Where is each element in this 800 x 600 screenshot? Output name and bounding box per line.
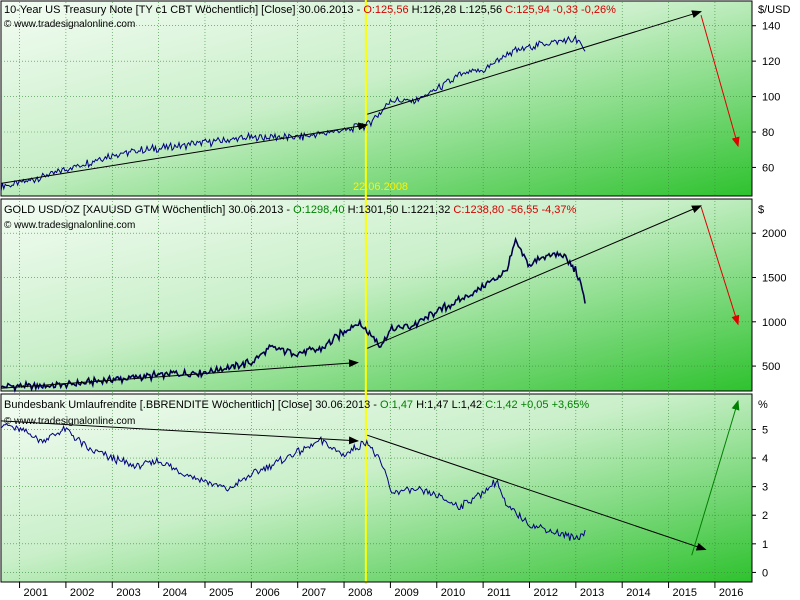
y-tick-label: 140	[762, 21, 780, 33]
trend-arrow	[700, 206, 740, 326]
panel-treasury-marks	[0, 0, 740, 197]
x-axis-ticks: 2001 2002 2003 2004 2005 2006 2007 2008 2009 2010…	[19, 582, 743, 599]
header-segment: H:1301,50 L:1221,32	[348, 204, 454, 216]
panel-treasury-unit: $/USD	[758, 4, 790, 16]
panel-bund-unit: %	[758, 399, 768, 411]
x-tick-label: 2011	[487, 587, 511, 599]
panel-treasury-header: 10-Year US Treasury Note [TY c1 CBT Wöch…	[4, 4, 616, 16]
trend-arrow	[0, 122, 369, 184]
x-tick-label: 2009	[394, 587, 418, 599]
x-tick-label: 2003	[116, 587, 140, 599]
panel-gold-unit: $	[758, 204, 764, 216]
y-tick-label: 1	[762, 539, 768, 551]
y-tick-label: 1500	[762, 273, 786, 285]
x-tick-label: 2001	[24, 587, 48, 599]
trend-arrow	[700, 14, 740, 148]
y-tick-label: 4	[762, 453, 768, 465]
panel-gold-plot-area	[0, 198, 753, 392]
panel-bund-plot-area	[0, 393, 753, 583]
y-tick-label: 1000	[762, 317, 786, 329]
x-tick-label: 2013	[580, 587, 604, 599]
panel-bund: 0 1 2 3 4 5 Bundesbank Umlaufrendite [.BBREND…	[0, 390, 768, 584]
x-tick-label: 2006	[255, 587, 279, 599]
trend-arrow	[367, 434, 707, 551]
panel-gold-grid: 500 1000 1500 2000	[1, 198, 786, 392]
header-segment: C:1,42 +0,05 +3,65%	[485, 399, 589, 411]
y-tick-label: 2	[762, 510, 768, 522]
trend-arrow	[691, 399, 740, 556]
x-tick-label: 2007	[302, 587, 326, 599]
y-tick-label: 2000	[762, 228, 786, 240]
x-tick-label: 2002	[70, 587, 94, 599]
header-segment: H:126,28 L:125,56	[412, 4, 506, 16]
panel-bund-grid: 0 1 2 3 4 5	[1, 392, 768, 583]
panel-gold-header: GOLD USD/OZ [XAUUSD GTM Wöchentlich] 30.…	[4, 204, 577, 216]
header-segment: O:125,56	[363, 4, 411, 16]
header-segment: Bundesbank Umlaufrendite [.BBRENDITE Wöc…	[4, 399, 380, 411]
trend-arrow	[0, 359, 359, 389]
x-axis: 2001 2002 2003 2004 2005 2006 2007 2008 2009 2010…	[1, 581, 752, 599]
panel-gold: 500 1000 1500 2000 GOLD USD/OZ [XAUUSD GTM …	[0, 196, 786, 394]
y-tick-label: 500	[762, 361, 780, 373]
y-tick-label: 120	[762, 56, 780, 68]
panel-treasury-watermark: © www.tradesignalonline.com	[4, 19, 135, 30]
x-tick-label: 2015	[673, 587, 697, 599]
header-segment: O:1298,40	[293, 204, 347, 216]
panel-bund-header: Bundesbank Umlaufrendite [.BBRENDITE Wöc…	[4, 399, 589, 411]
panel-treasury: 60 80 100 120 140 10-Year US Treasury Note […	[0, 0, 780, 197]
y-tick-label: 60	[762, 162, 774, 174]
panel-treasury-date-label: 22.06.2008	[353, 181, 408, 193]
x-tick-label: 2008	[348, 587, 372, 599]
header-segment: H:1,47 L:1,42	[416, 399, 485, 411]
trend-arrow	[367, 205, 702, 349]
panel-treasury-grid: 60 80 100 120 140	[1, 2, 780, 196]
panel-gold-watermark: © www.tradesignalonline.com	[4, 220, 135, 231]
price-series-line-overlay	[0, 238, 586, 392]
y-tick-label: 3	[762, 482, 768, 494]
panel-bund-marks	[0, 390, 740, 584]
y-tick-label: 80	[762, 127, 774, 139]
trend-arrow	[367, 10, 702, 115]
header-segment: O:1,47	[380, 399, 416, 411]
panel-gold-marks	[0, 196, 740, 394]
x-tick-label: 2016	[719, 587, 743, 599]
y-tick-label: 0	[762, 567, 768, 579]
x-tick-label: 2005	[209, 587, 233, 599]
header-segment: GOLD USD/OZ [XAUUSD GTM Wöchentlich] 30.…	[4, 204, 293, 216]
x-tick-label: 2012	[533, 587, 557, 599]
y-tick-label: 100	[762, 92, 780, 104]
panel-bund-watermark: © www.tradesignalonline.com	[4, 416, 135, 427]
x-tick-label: 2004	[163, 587, 187, 599]
header-segment: C:125,94 -0,33 -0,26%	[505, 4, 616, 16]
price-series-line	[0, 34, 586, 192]
x-tick-label: 2010	[441, 587, 465, 599]
price-series-line	[0, 422, 586, 541]
trend-arrow	[0, 420, 359, 445]
x-tick-label: 2014	[626, 587, 650, 599]
header-segment: 10-Year US Treasury Note [TY c1 CBT Wöch…	[4, 4, 363, 16]
y-tick-label: 5	[762, 424, 768, 436]
header-segment: C:1238,80 -56,55 -4,37%	[453, 204, 576, 216]
